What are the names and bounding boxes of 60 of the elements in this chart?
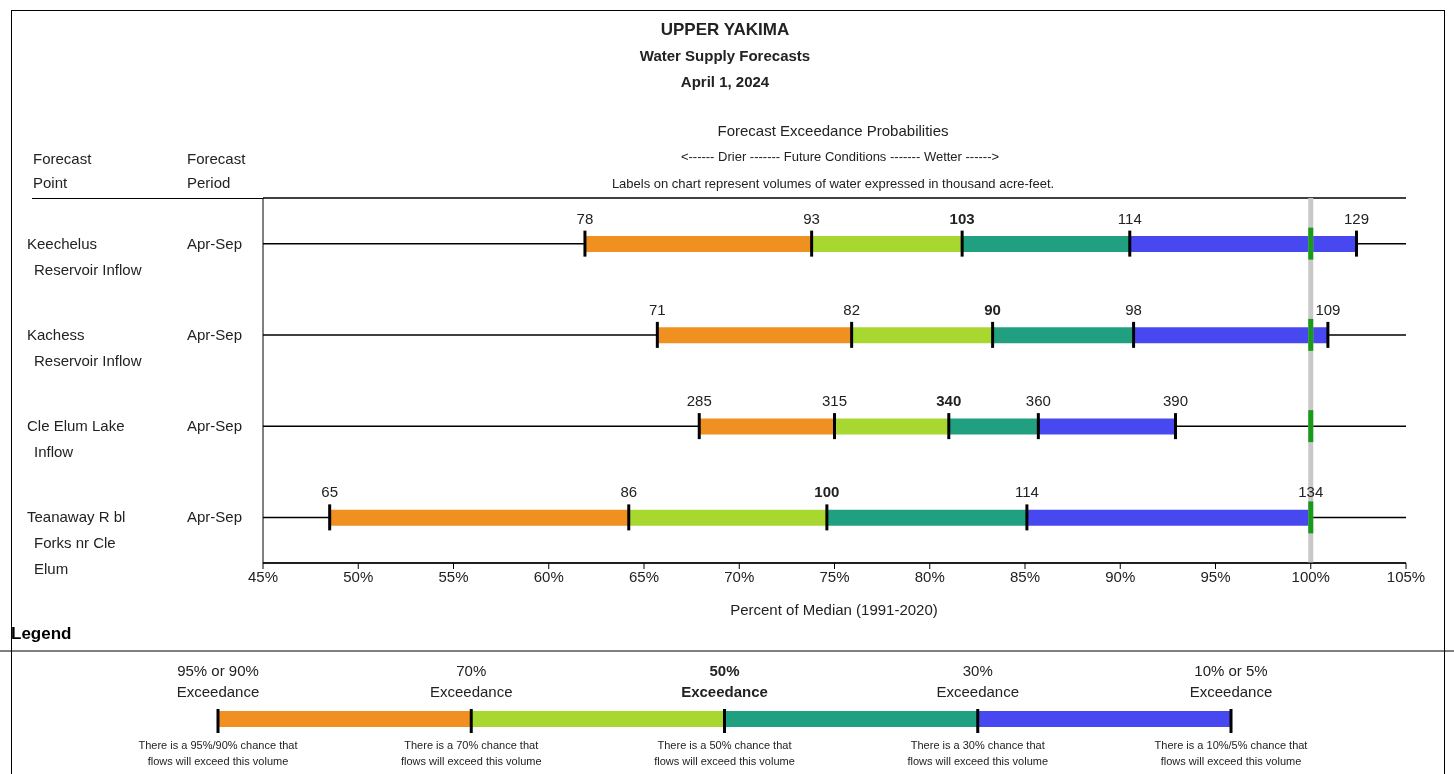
annotation: 340 xyxy=(936,392,962,410)
y-tick-label: Keechelus Reservoir Inflow xyxy=(27,234,142,278)
x-tick-label: 90% xyxy=(1105,567,1136,585)
y-tick-label: Kachess Reservoir Inflow xyxy=(27,325,142,369)
text: 10% or 5% Exceedance xyxy=(1189,662,1273,700)
text: 70% Exceedance xyxy=(429,662,513,700)
annotation: 71 xyxy=(648,300,666,318)
y-tick-label: Cle Elum Lake Inflow xyxy=(27,417,125,461)
text: Forecast Period xyxy=(187,149,246,193)
x-tick-label: 75% xyxy=(819,567,850,585)
x-tick-label: 105% xyxy=(1386,567,1426,585)
text: 95% or 90% Exceedance xyxy=(176,662,260,700)
annotation: 100 xyxy=(814,483,840,501)
x-tick-label: 45% xyxy=(247,567,279,585)
x-tick-label: 55% xyxy=(438,567,469,585)
x-tick-label: 60% xyxy=(533,567,564,585)
x-tick-label: 50% xyxy=(343,567,374,585)
text: Forecast Point xyxy=(33,149,92,193)
x-tick-label: 100% xyxy=(1291,567,1330,585)
annotation: 315 xyxy=(821,392,848,410)
text: There is a 10%/5% chance that flows will exceed this volume xyxy=(1154,739,1308,767)
annotation: 360 xyxy=(1025,392,1051,410)
annotation: 93 xyxy=(803,209,820,227)
annotation: 82 xyxy=(843,300,860,318)
annotation: 114 xyxy=(1014,483,1039,501)
annotation: 114 xyxy=(1117,209,1142,227)
annotation: 285 xyxy=(686,392,712,410)
annotation: 90 xyxy=(984,300,1001,318)
annotation: 390 xyxy=(1162,392,1189,410)
text: Labels on chart represent volumes of water expressed in thousand acre-feet. xyxy=(610,175,1056,193)
x-tick-label: 95% xyxy=(1200,567,1231,585)
annotation: 109 xyxy=(1315,300,1341,318)
text: <------ Drier ------- Future Conditions ------- Wetter ------> xyxy=(679,149,1001,164)
annotation: 98 xyxy=(1125,300,1142,318)
y-tick-label: Teanaway R bl Forks nr Cle Elum xyxy=(27,508,126,578)
x-tick-label: 70% xyxy=(724,567,755,585)
x-axis-title: Percent of Median (1991-2020) xyxy=(729,600,939,620)
text: Apr-Sep xyxy=(187,417,243,435)
annotation: 86 xyxy=(620,483,638,501)
x-tick-label: 80% xyxy=(914,567,945,585)
annotation: 134 xyxy=(1298,483,1324,501)
annotation: 103 xyxy=(949,209,975,227)
text: Forecast Exceedance Probabilities xyxy=(716,121,950,141)
chart-title: UPPER YAKIMA xyxy=(659,20,791,40)
chart-subtitle: Water Supply Forecasts April 1, 2024 xyxy=(638,46,812,92)
x-tick-label: 65% xyxy=(628,567,660,585)
annotation: 65 xyxy=(321,483,339,501)
text: Apr-Sep xyxy=(187,325,243,343)
annotation: 78 xyxy=(576,209,594,227)
text: Apr-Sep xyxy=(187,508,243,526)
text: Apr-Sep xyxy=(187,234,243,252)
text: There is a 50% chance that flows will exceed this volume xyxy=(654,739,795,767)
text: There is a 95%/90% chance that flows will exceed this volume xyxy=(138,739,298,767)
x-tick-label: 85% xyxy=(1009,567,1041,585)
text: There is a 30% chance that flows will exceed this volume xyxy=(907,739,1049,767)
text: There is a 70% chance that flows will exceed this volume xyxy=(400,739,542,767)
annotation: 129 xyxy=(1343,209,1369,227)
text: 30% Exceedance xyxy=(936,662,1020,700)
legend-title: Legend xyxy=(11,624,72,644)
text: 50% Exceedance xyxy=(681,662,768,700)
